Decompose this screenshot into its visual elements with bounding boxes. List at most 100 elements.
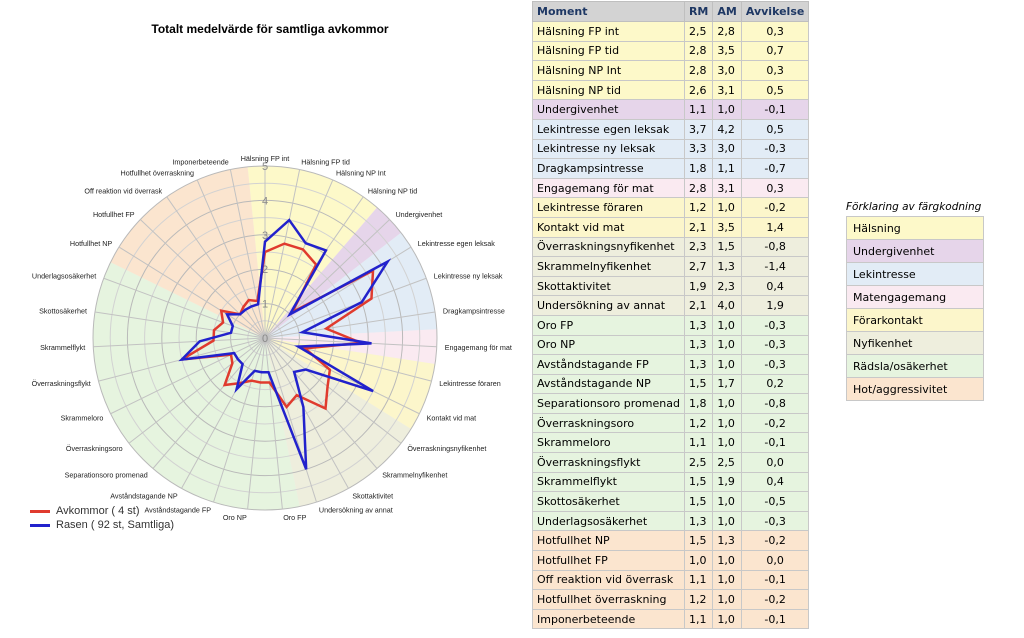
- cell-moment: Off reaktion vid överrask: [532, 569, 685, 591]
- cell-avvikelse: -0,3: [740, 354, 810, 375]
- spoke: [103, 277, 266, 339]
- cell-moment: Lekintresse ny leksak: [532, 138, 685, 160]
- color-key-label: Förarkontakt: [846, 308, 984, 332]
- table-row: Kontakt vid mat 2,1 3,5 1,4: [532, 216, 810, 238]
- cell-rm: 1,9: [683, 275, 714, 297]
- cell-moment: Överraskningsnyfikenhet: [532, 236, 685, 258]
- cell-rm: 1,0: [683, 550, 714, 571]
- cell-rm: 2,8: [683, 60, 714, 81]
- table-row: Hälsning FP tid 2,8 3,5 0,7: [532, 40, 810, 62]
- table-row: Skottosäkerhet 1,5 1,0 -0,5: [532, 491, 810, 512]
- cell-am: 3,0: [712, 138, 742, 160]
- color-key-row: Nyfikenhet: [846, 331, 984, 355]
- color-key-label: Lekintresse: [846, 262, 984, 286]
- category-label: Oro NP: [223, 513, 247, 522]
- cell-am: 1,3: [712, 256, 742, 277]
- cell-avvikelse: -0,2: [740, 412, 810, 434]
- cell-moment: Hotfullhet överraskning: [532, 589, 685, 610]
- scale-tick-label: 0: [262, 333, 268, 345]
- category-label: Lekintresse ny leksak: [434, 271, 503, 280]
- series-avkommor-line: [181, 242, 375, 411]
- cell-avvikelse: 0,7: [740, 40, 810, 62]
- cell-moment: Lekintresse egen leksak: [532, 118, 685, 140]
- cell-am: 3,5: [712, 216, 742, 238]
- cell-am: 1,0: [712, 589, 742, 610]
- cell-moment: Skottaktivitet: [532, 275, 685, 297]
- legend-swatch-avkommor: [30, 509, 50, 513]
- table-row: Separationsoro promenad 1,8 1,0 -0,8: [532, 393, 810, 414]
- spoke: [196, 179, 266, 339]
- cell-rm: 1,5: [683, 491, 714, 512]
- cell-am: 1,0: [712, 393, 742, 414]
- cell-moment: Separationsoro promenad: [532, 393, 685, 414]
- cell-avvikelse: -0,2: [740, 197, 810, 218]
- table-row: Imponerbeteende 1,1 1,0 -0,1: [532, 608, 810, 630]
- spoke: [264, 337, 420, 415]
- category-label: Undergivenhet: [395, 210, 442, 219]
- cell-avvikelse: 0,3: [740, 21, 810, 42]
- table-row: Hälsning NP Int 2,8 3,0 0,3: [532, 60, 810, 81]
- header-moment: Moment: [532, 1, 685, 22]
- table-row: Hälsning FP int 2,5 2,8 0,3: [532, 21, 810, 42]
- category-label: Hotfullhet NP: [70, 239, 113, 248]
- cell-am: 1,0: [712, 432, 742, 454]
- cell-moment: Undergivenhet: [532, 99, 685, 120]
- spoke: [166, 196, 266, 339]
- cell-rm: 2,5: [683, 452, 714, 473]
- cell-rm: 1,1: [683, 432, 714, 454]
- cell-am: 1,0: [712, 197, 742, 218]
- cell-rm: 2,3: [683, 236, 714, 258]
- cell-am: 1,9: [712, 471, 742, 493]
- cell-am: 1,0: [712, 550, 742, 571]
- spoke: [264, 337, 402, 444]
- cell-avvikelse: 0,5: [740, 118, 810, 140]
- cell-rm: 2,8: [683, 40, 714, 62]
- cell-am: 2,3: [712, 275, 742, 297]
- cell-avvikelse: -0,1: [740, 569, 810, 591]
- legend-label-avkommor: Avkommor ( 4 st): [56, 505, 140, 517]
- category-label: Skrammelnyfikenhet: [382, 471, 447, 480]
- header-avvikelse: Avvikelse: [740, 1, 810, 22]
- header-rm: RM: [683, 1, 714, 22]
- cell-moment: Avståndstagande NP: [532, 373, 685, 395]
- table-row: Skrammelflykt 1,5 1,9 0,4: [532, 471, 810, 493]
- cell-am: 1,0: [712, 608, 742, 630]
- cell-moment: Undersökning av annat: [532, 295, 685, 316]
- cell-am: 1,0: [712, 510, 742, 532]
- category-label: Överraskningsoro: [66, 444, 123, 453]
- cell-avvikelse: 0,4: [740, 471, 810, 493]
- category-label: Avståndstagande NP: [110, 491, 178, 500]
- spoke: [128, 337, 266, 444]
- spoke: [181, 337, 266, 489]
- category-label: Skrammelflykt: [40, 343, 85, 352]
- scale-tick-label: 3: [262, 230, 268, 242]
- cell-rm: 1,3: [683, 354, 714, 375]
- cell-moment: Hälsning NP tid: [532, 79, 685, 101]
- cell-moment: Oro FP: [532, 314, 685, 336]
- cell-avvikelse: -0,8: [740, 236, 810, 258]
- cell-avvikelse: -1,4: [740, 256, 810, 277]
- cell-moment: Överraskningsflykt: [532, 452, 685, 473]
- table-row: Skottaktivitet 1,9 2,3 0,4: [532, 275, 810, 297]
- table-row: Lekintresse föraren 1,2 1,0 -0,2: [532, 197, 810, 218]
- spoke: [264, 337, 378, 469]
- table-row: Hotfullhet NP 1,5 1,3 -0,2: [532, 530, 810, 552]
- cell-avvikelse: -0,3: [740, 314, 810, 336]
- cell-rm: 1,8: [683, 393, 714, 414]
- category-label: Dragkampsintresse: [443, 307, 505, 316]
- table-row: Överraskningsoro 1,2 1,0 -0,2: [532, 412, 810, 434]
- category-label: Lekintresse egen leksak: [418, 239, 496, 248]
- legend-label-rasen: Rasen ( 92 st, Samtliga): [56, 519, 174, 531]
- table-row: Avståndstagande FP 1,3 1,0 -0,3: [532, 354, 810, 375]
- category-label: Oro FP: [283, 513, 306, 522]
- spoke: [264, 311, 436, 339]
- cell-rm: 1,2: [683, 589, 714, 610]
- cell-rm: 2,1: [683, 295, 714, 316]
- cell-avvikelse: 0,4: [740, 275, 810, 297]
- sector-halsning: [247, 166, 378, 338]
- category-label: Överraskningsflykt: [32, 379, 91, 388]
- cell-am: 2,5: [712, 452, 742, 473]
- cell-am: 3,1: [712, 79, 742, 101]
- table-row: Överraskningsflykt 2,5 2,5 0,0: [532, 452, 810, 473]
